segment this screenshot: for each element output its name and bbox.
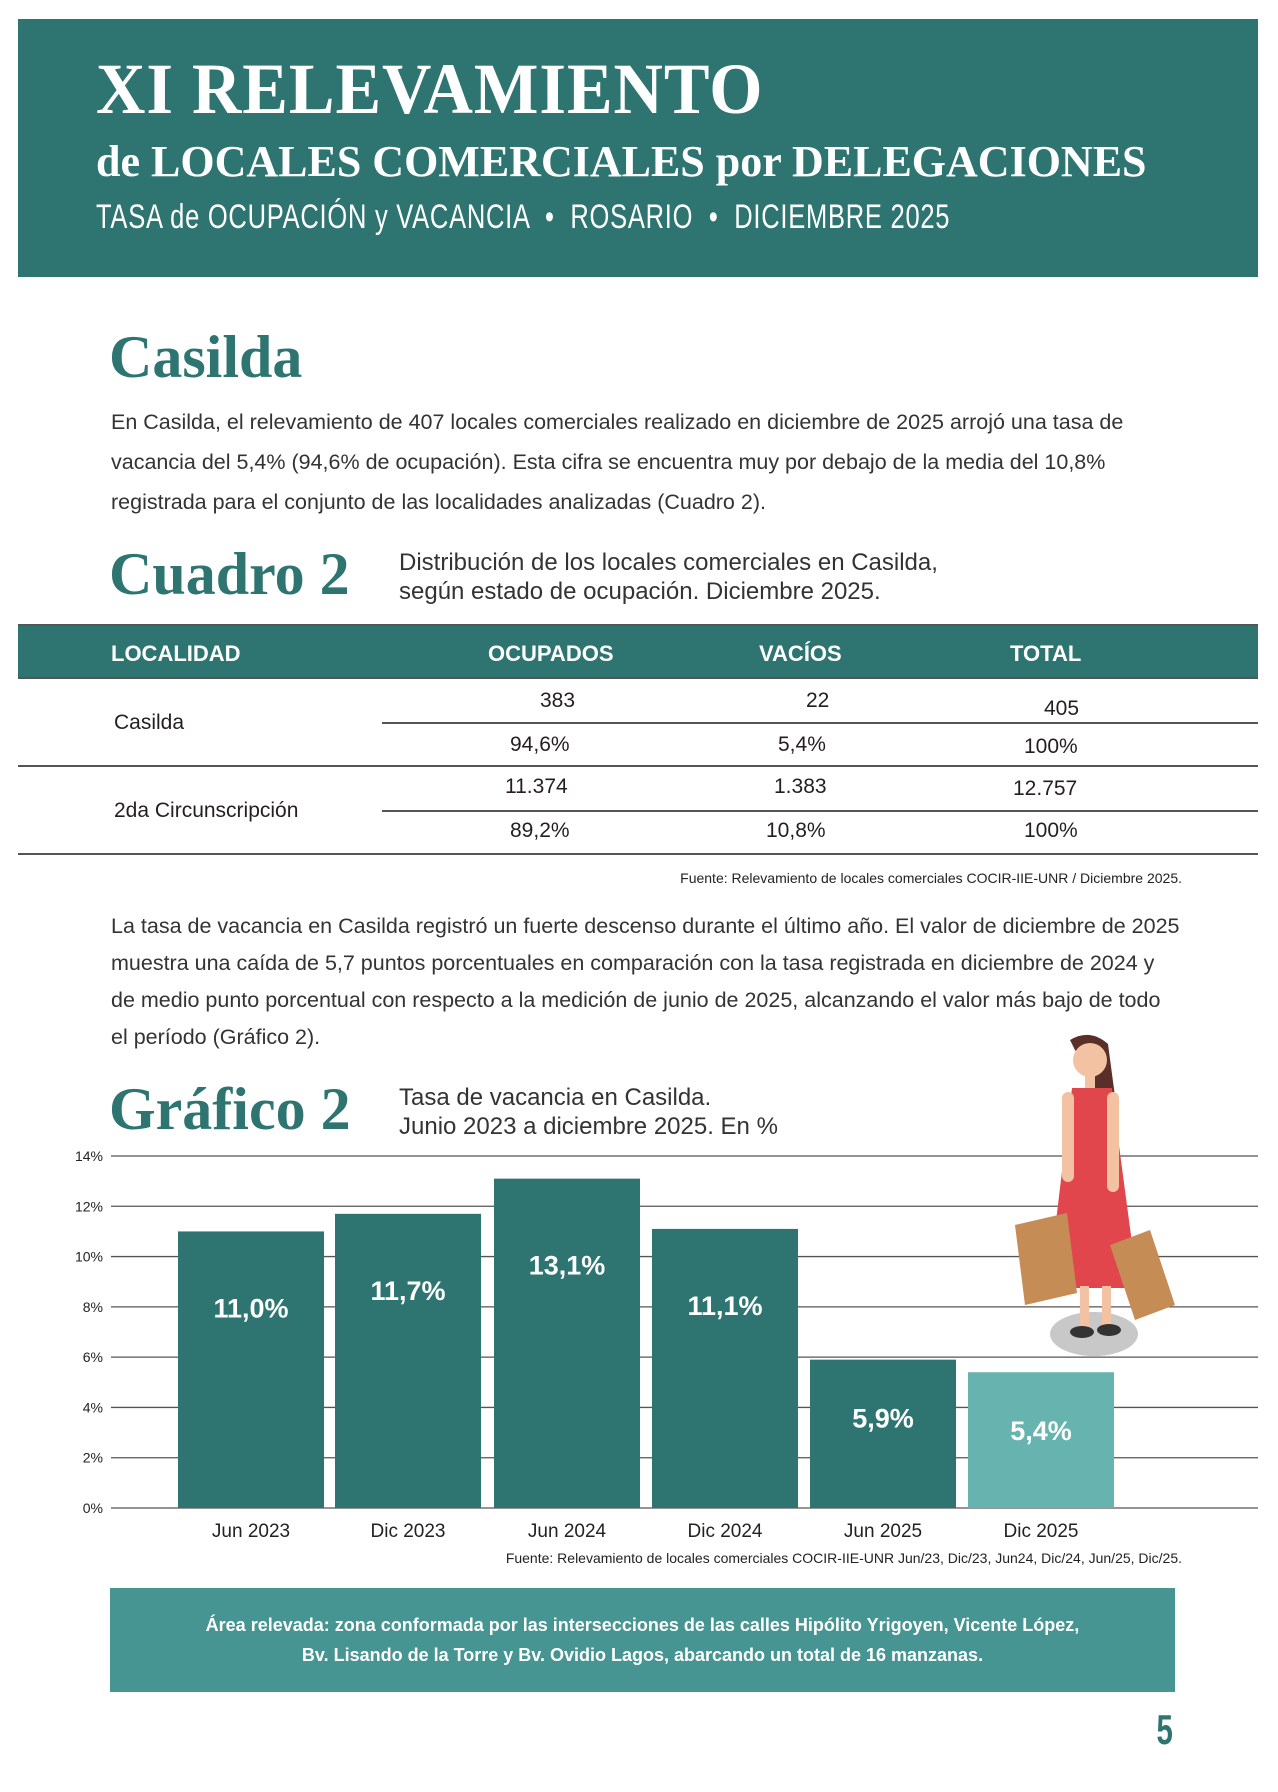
cell: 100% xyxy=(1024,735,1078,758)
bar-value-label: 11,1% xyxy=(687,1291,762,1321)
cell: 10,8% xyxy=(766,819,826,842)
row-divider xyxy=(382,722,1258,724)
bar-value-label: 13,1% xyxy=(529,1251,606,1281)
table-caption-1: Distribución de los locales comerciales … xyxy=(399,549,938,576)
table-title: Cuadro 2 xyxy=(109,541,350,607)
note-line-2: Bv. Lisando de la Torre y Bv. Ovidio Lag… xyxy=(301,1645,984,1665)
cell: 12.757 xyxy=(1013,777,1078,800)
page-number: 5 xyxy=(1156,1706,1173,1753)
chart-subtitle-1: Tasa de vacancia en Casilda. xyxy=(399,1084,712,1111)
table-row: Casilda 383 22 405 94,6% 5,4% 100% xyxy=(18,679,1258,767)
bar-value-label: 5,4% xyxy=(1010,1416,1072,1446)
y-tick-label: 10% xyxy=(75,1249,103,1265)
cell: 1.383 xyxy=(774,775,827,798)
cell: 5,4% xyxy=(778,733,826,756)
occupancy-table: LOCALIDAD OCUPADOS VACÍOS TOTAL Casilda … xyxy=(18,624,1258,855)
surveyed-area-note: Área relevada: zona conformada por las i… xyxy=(110,1588,1175,1692)
bar xyxy=(968,1372,1114,1508)
bar xyxy=(494,1178,640,1508)
x-tick-label: Jun 2024 xyxy=(528,1521,607,1542)
cell: 11.374 xyxy=(505,775,568,798)
x-tick-label: Jun 2023 xyxy=(212,1521,290,1542)
y-tick-label: 0% xyxy=(83,1500,103,1516)
col-total: TOTAL xyxy=(1010,641,1082,666)
intro-paragraph: En Casilda, el relevamiento de 407 local… xyxy=(111,410,1124,514)
report-tagline: TASA de OCUPACIÓN y VACANCIA • ROSARIO •… xyxy=(96,198,951,236)
header-banner xyxy=(18,19,1258,277)
x-tick-label: Dic 2024 xyxy=(688,1521,763,1542)
bar-value-label: 11,7% xyxy=(370,1276,445,1306)
col-localidad: LOCALIDAD xyxy=(111,641,241,666)
cell: 89,2% xyxy=(510,819,570,842)
x-tick-label: Dic 2023 xyxy=(371,1521,446,1542)
y-tick-label: 2% xyxy=(83,1450,103,1466)
bar xyxy=(810,1359,956,1508)
x-tick-label: Dic 2025 xyxy=(1004,1521,1079,1542)
bar-value-label: 5,9% xyxy=(852,1404,914,1434)
vacancy-bar-chart: 0% 2% 4% 6% 8% 10% 12% 14% 11,0% Jun 2023 11,7% Dic… xyxy=(75,1148,1258,1542)
cell: 383 xyxy=(540,689,576,712)
table-caption-2: según estado de ocupación. Diciembre 202… xyxy=(399,578,881,605)
cell: 405 xyxy=(1044,697,1080,720)
report-subtitle: de LOCALES COMERCIALES por DELEGACIONES xyxy=(96,137,1147,186)
y-tick-label: 8% xyxy=(83,1299,103,1315)
row-divider xyxy=(382,810,1258,812)
analysis-paragraph: La tasa de vacancia en Casilda registró … xyxy=(111,914,1180,1049)
note-line-1: Área relevada: zona conformada por las i… xyxy=(205,1615,1080,1635)
cell: 100% xyxy=(1024,819,1078,842)
bar xyxy=(652,1228,798,1508)
y-tick-label: 14% xyxy=(75,1148,103,1164)
y-tick-label: 4% xyxy=(83,1399,103,1415)
y-tick-label: 12% xyxy=(75,1198,103,1214)
col-ocupados: OCUPADOS xyxy=(488,641,614,666)
bar xyxy=(178,1231,324,1508)
cell: 94,6% xyxy=(510,733,570,756)
chart-title: Gráfico 2 xyxy=(109,1076,351,1142)
x-tick-label: Jun 2025 xyxy=(844,1521,922,1542)
col-vacios: VACÍOS xyxy=(759,641,842,666)
chart-subtitle-2: Junio 2023 a diciembre 2025. En % xyxy=(399,1113,778,1140)
cell: 22 xyxy=(806,689,830,712)
bar xyxy=(335,1213,481,1508)
shopper-illustration-icon xyxy=(1015,1034,1175,1356)
table-row: 2da Circunscripción 11.374 1.383 12.757 … xyxy=(18,767,1258,855)
chart-source: Fuente: Relevamiento de locales comercia… xyxy=(505,1550,1182,1566)
section-title: Casilda xyxy=(109,324,303,390)
bar-value-label: 11,0% xyxy=(213,1293,288,1323)
table-header: LOCALIDAD OCUPADOS VACÍOS TOTAL xyxy=(18,624,1258,679)
report-title: XI RELEVAMIENTO xyxy=(96,49,764,129)
row-name: 2da Circunscripción xyxy=(114,799,299,822)
table-source: Fuente: Relevamiento de locales comercia… xyxy=(680,870,1182,886)
y-tick-label: 6% xyxy=(83,1349,103,1365)
row-name: Casilda xyxy=(114,711,185,734)
